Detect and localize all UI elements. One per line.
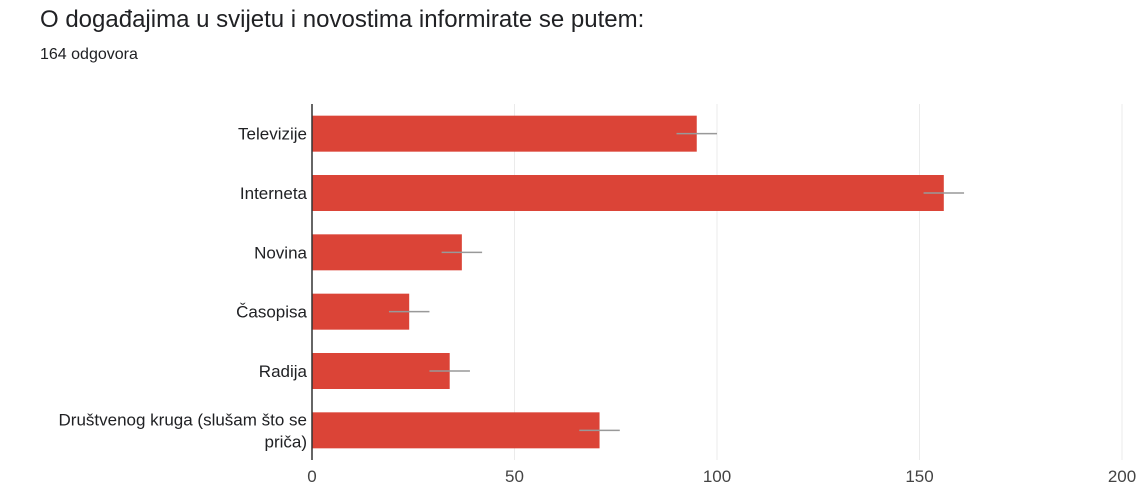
category-label: Interneta [240,184,308,203]
chart-title: O događajima u svijetu i novostima infor… [40,6,645,33]
category-label: Društvenog kruga (slušam što se [59,410,308,429]
bar [312,353,450,389]
category-label: Radija [259,362,308,381]
category-label: Televizije [238,125,307,144]
bar [312,234,462,271]
x-tick-label: 150 [905,467,933,486]
bar [312,412,600,449]
category-label: Časopisa [236,303,307,322]
category-label: priča) [264,432,307,451]
x-tick-label: 0 [307,467,316,486]
category-label: Novina [254,243,307,262]
x-tick-label: 200 [1108,467,1136,486]
response-count: 164 odgovora [40,46,138,63]
x-tick-label: 100 [703,467,731,486]
x-tick-label: 50 [505,467,524,486]
bar [312,175,944,211]
bar [312,115,697,152]
